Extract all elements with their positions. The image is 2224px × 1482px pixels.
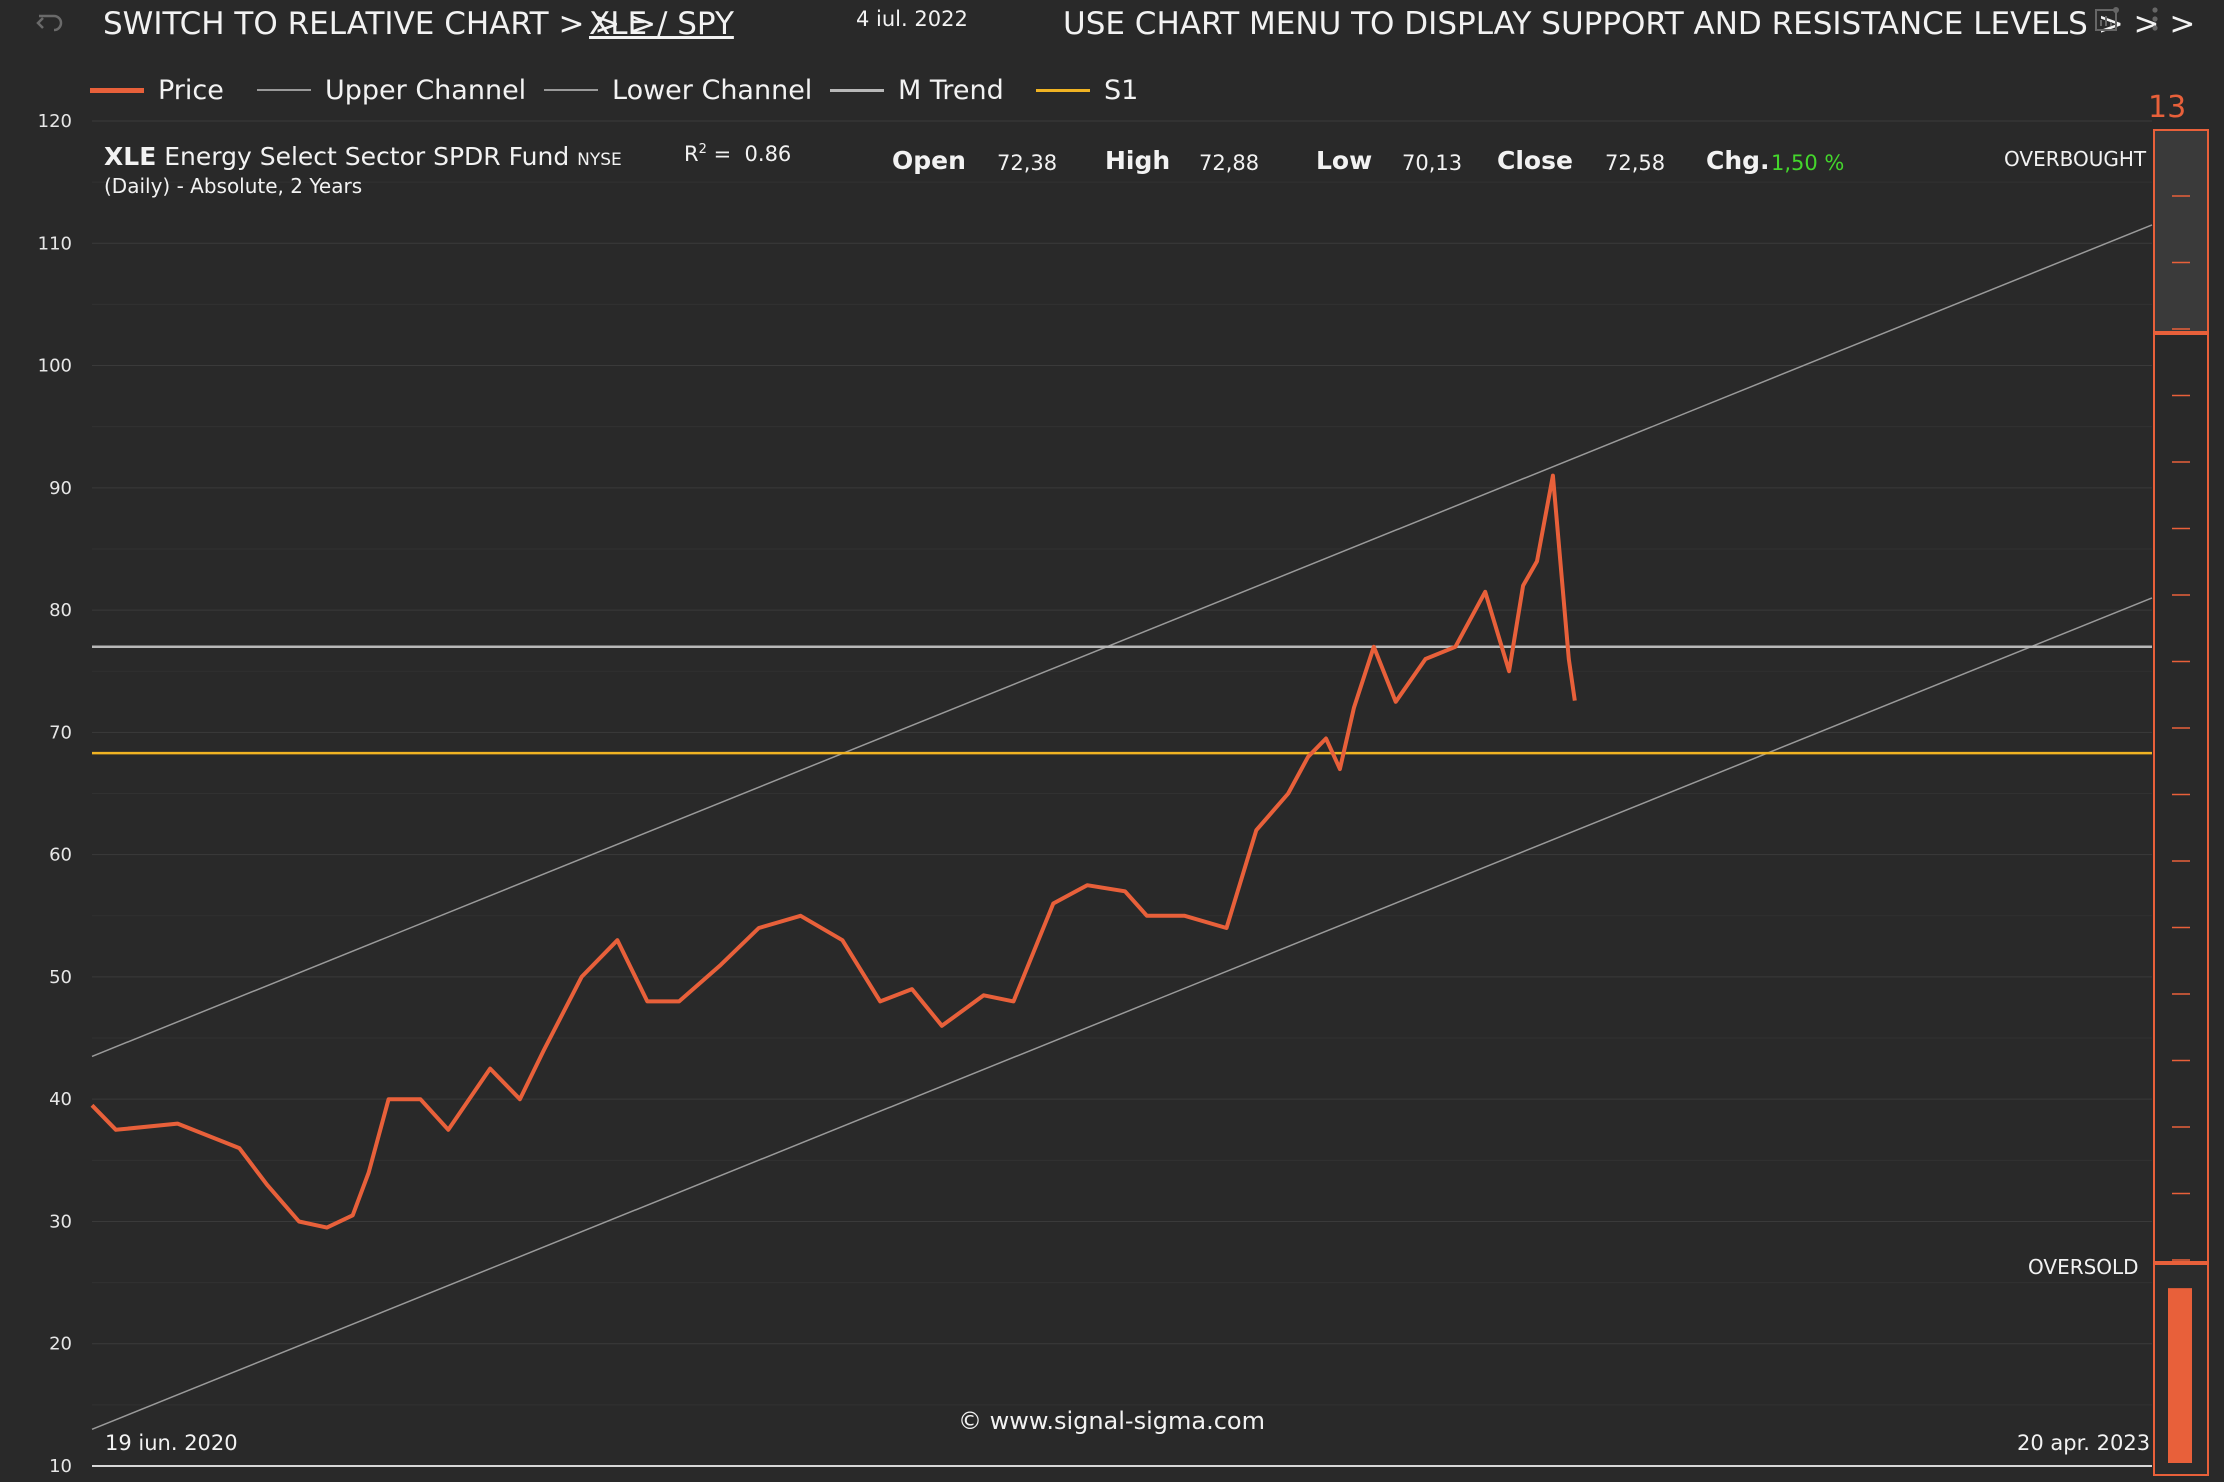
instrument-name: Energy Select Sector SPDR Fund [164, 142, 570, 171]
close-label: Close [1497, 146, 1573, 175]
y-tick-label: 50 [49, 967, 72, 988]
y-tick-label: 80 [49, 600, 72, 621]
switch-relative-label[interactable]: SWITCH TO RELATIVE CHART > > > [103, 6, 657, 42]
more-vert-icon[interactable] [2148, 4, 2162, 34]
legend-item-upper-channel[interactable]: Upper Channel [257, 72, 526, 108]
y-tick-label: 40 [49, 1089, 72, 1110]
neutral-zone [2153, 332, 2209, 1264]
r2-sup: 2 [698, 142, 707, 157]
overbought-label: OVERBOUGHT [2004, 147, 2147, 171]
legend-item-m-trend[interactable]: M Trend [830, 72, 1004, 108]
r2-label: R [684, 142, 699, 166]
legend-label: Price [158, 74, 224, 106]
high-value: 72,88 [1199, 151, 1260, 175]
oversold-overbought-gauge [2153, 129, 2209, 1476]
y-tick-label: 20 [49, 1334, 72, 1355]
gauge-level-bar [2168, 1288, 2192, 1463]
legend-label: S1 [1104, 74, 1139, 106]
series-line-upper-channel [91, 224, 2153, 1058]
instrument-title: XLE Energy Select Sector SPDR Fund NYSE [104, 142, 622, 171]
y-tick-label: 30 [49, 1211, 72, 1232]
y-tick-label: 70 [49, 722, 72, 743]
series-line-price [90, 473, 1577, 1230]
chart-date: 4 iul. 2022 [856, 7, 968, 31]
low-value: 70,13 [1402, 151, 1463, 175]
y-tick-label: 60 [49, 845, 72, 866]
y-tick-label: 90 [49, 478, 72, 499]
chart-settings-icon[interactable] [2092, 4, 2122, 34]
overbought-zone [2153, 129, 2209, 334]
r2-eq: = [713, 142, 732, 166]
end-date-label: 20 apr. 2023 [2017, 1431, 2151, 1455]
legend-item-price[interactable]: Price [90, 72, 224, 108]
undo-icon[interactable] [34, 6, 66, 38]
legend-item-lower-channel[interactable]: Lower Channel [544, 72, 812, 108]
legend-swatch [1036, 88, 1090, 92]
y-tick-label: 110 [38, 233, 72, 254]
chg-label: Chg. [1706, 146, 1770, 175]
legend-swatch [830, 88, 884, 92]
copyright: © www.signal-sigma.com [958, 1407, 1265, 1435]
r2-value: 0.86 [744, 142, 792, 166]
grid-lines: 10 20 30 40 50 60 70 80 90 100 110 120 [38, 111, 2152, 1477]
open-label: Open [892, 146, 966, 175]
series-lines [90, 224, 2153, 1430]
legend-swatch [257, 89, 311, 91]
legend-label: Lower Channel [612, 74, 813, 106]
ticker: XLE [104, 142, 157, 171]
menu-hint[interactable]: USE CHART MENU TO DISPLAY SUPPORT AND RE… [1063, 6, 2196, 42]
legend-label: Upper Channel [325, 74, 527, 106]
series-line-lower-channel [91, 597, 2153, 1430]
high-label: High [1105, 146, 1171, 175]
close-value: 72,58 [1605, 151, 1666, 175]
y-tick-label: 120 [38, 111, 72, 132]
y-tick-label: 100 [38, 356, 72, 377]
start-date-label: 19 iun. 2020 [105, 1431, 238, 1455]
pair-link[interactable]: XLE / SPY [589, 6, 734, 42]
gauge-value: 13 [2148, 90, 2187, 125]
r-squared: R2 = 0.86 [684, 142, 791, 166]
chart-subtitle: (Daily) - Absolute, 2 Years [104, 174, 363, 198]
low-label: Low [1316, 146, 1373, 175]
legend-swatch [90, 87, 144, 93]
open-value: 72,38 [997, 151, 1058, 175]
y-tick-label: 10 [49, 1456, 72, 1477]
chg-value: 1,50 % [1771, 151, 1845, 175]
legend-swatch [544, 89, 598, 91]
exchange: NYSE [577, 150, 622, 170]
oversold-label: OVERSOLD [2028, 1255, 2139, 1279]
legend-item-s1[interactable]: S1 [1036, 72, 1138, 108]
legend-label: M Trend [898, 74, 1004, 106]
